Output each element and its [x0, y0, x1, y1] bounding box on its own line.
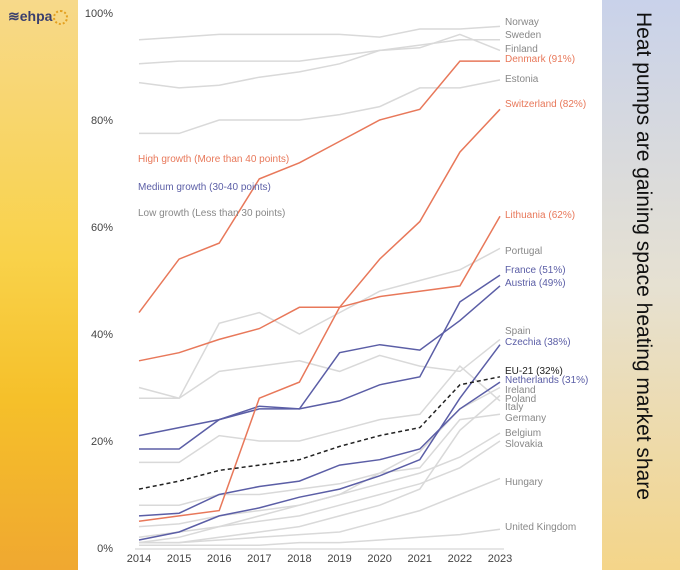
series-line-norway: [138, 25, 501, 41]
series-end-label: Italy: [505, 402, 523, 413]
series-end-label: Hungary: [505, 477, 543, 488]
series-line-lithuania: [138, 215, 501, 362]
series-end-label: Estonia: [505, 74, 539, 85]
ehpa-logo: ≋ehpa: [8, 8, 69, 25]
legend-item-low: Low growth (Less than 30 points): [138, 208, 285, 219]
series-line-austria: [139, 285, 501, 450]
series-line-united-kingdom: [139, 528, 501, 547]
series-line-hungary: [139, 477, 501, 544]
x-tick-label: 2022: [448, 553, 472, 565]
series-end-label: Ireland: [505, 385, 536, 396]
x-tick-label: 2016: [207, 553, 231, 565]
series-line-italy: [139, 365, 501, 464]
x-tick-label: 2015: [167, 553, 191, 565]
series-end-label: United Kingdom: [505, 522, 576, 533]
stars-ring-icon: [53, 9, 69, 25]
series-line-sweden: [138, 39, 500, 65]
series-line-finland: [138, 33, 501, 89]
series-line-estonia: [139, 79, 501, 135]
title-panel: Heat pumps are gaining space heating mar…: [602, 0, 680, 570]
series-end-label: Poland: [505, 394, 536, 405]
series-end-label: Belgium: [505, 428, 541, 439]
series-end-label: Czechia (38%): [505, 337, 571, 348]
series-line-france: [138, 274, 501, 437]
legend-item-medium: Medium growth (30-40 points): [138, 182, 271, 193]
series-end-label: Portugal: [505, 246, 542, 257]
x-tick-label: 2023: [488, 553, 512, 565]
series-line-slovakia: [138, 440, 501, 539]
series-end-label: EU-21 (32%): [505, 366, 563, 377]
series-end-label: France (51%): [505, 265, 566, 276]
line-chart: 0% 20% 40% 60% 80% 100% 2014 2015 2016 2017 2018 20…: [85, 8, 589, 565]
series-end-label: Lithuania (62%): [505, 210, 575, 221]
series-line-portugal: [138, 247, 501, 400]
x-tick-label: 2018: [287, 553, 311, 565]
series-line-ireland: [138, 386, 501, 544]
series-end-label: Slovakia: [505, 439, 543, 450]
series-end-label: Switzerland (82%): [505, 99, 586, 110]
series-line-poland: [139, 394, 501, 544]
y-tick-label: 20%: [91, 436, 113, 448]
series-end-label: Sweden: [505, 30, 541, 41]
series-line-belgium: [138, 432, 501, 528]
y-tick-label: 80%: [91, 115, 113, 127]
series-line-switzerland: [138, 108, 501, 523]
left-decor-strip: ≋ehpa: [0, 0, 78, 570]
x-tick-label: 2017: [247, 553, 271, 565]
y-tick-label: 40%: [91, 329, 113, 341]
x-tick-label: 2021: [408, 553, 432, 565]
series-line-eu-21: [138, 376, 501, 490]
y-tick-label: 100%: [85, 8, 113, 20]
series-end-label: Germany: [505, 413, 546, 424]
series-line-netherlands: [138, 381, 501, 517]
x-tick-label: 2019: [327, 553, 351, 565]
x-tick-label: 2020: [367, 553, 391, 565]
series-end-label: Norway: [505, 17, 539, 28]
series-end-label: Spain: [505, 326, 531, 337]
series-line-spain: [139, 338, 501, 399]
y-tick-label: 60%: [91, 222, 113, 234]
series-line-germany: [139, 413, 501, 506]
x-tick-label: 2014: [127, 553, 151, 565]
logo-text: ehpa: [19, 8, 53, 24]
series-end-label: Denmark (91%): [505, 54, 575, 65]
series-end-label: Austria (49%): [505, 278, 566, 289]
series-end-label: Netherlands (31%): [505, 375, 588, 386]
y-tick-label: 0%: [97, 543, 113, 555]
series-line-denmark: [138, 60, 500, 314]
chart-title: Heat pumps are gaining space heating mar…: [632, 12, 655, 500]
series-end-label: Finland: [505, 44, 538, 55]
legend-item-high: High growth (More than 40 points): [138, 154, 289, 165]
